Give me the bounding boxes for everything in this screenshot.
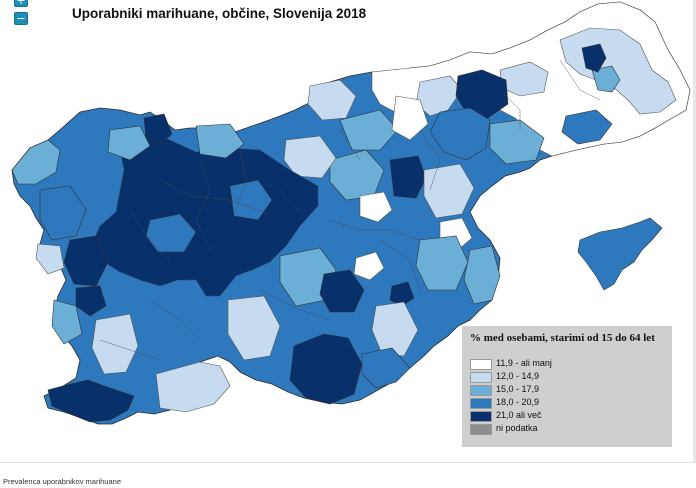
region-ormoz-mid: [561, 109, 613, 145]
region-north-light-2: [195, 123, 245, 159]
region-prekmurje-mid: [591, 65, 621, 93]
region-central-mid-2: [229, 179, 273, 221]
region-lasko-white: [359, 191, 393, 223]
region-celje-dark: [389, 155, 427, 199]
region-ne-light-4: [307, 79, 357, 121]
map-title: Uporabniki marihuane, občine, Slovenija …: [72, 6, 367, 21]
region-ne-white-6: [391, 95, 429, 141]
legend-title: % med osebami, starimi od 15 do 64 let: [470, 332, 655, 344]
scrollbar[interactable]: [693, 0, 696, 462]
legend-label: 18,0 - 20,9: [496, 397, 540, 407]
region-maribor-dark: [455, 69, 509, 119]
zoom-out-button[interactable]: −: [14, 12, 28, 25]
region-se-bottom-mid: [361, 347, 411, 389]
region-west-mid: [39, 185, 87, 241]
region-south-dark-1: [319, 269, 365, 313]
region-koper-dark: [47, 379, 135, 423]
legend-label: ni podatka: [496, 423, 538, 433]
zoom-in-button[interactable]: +: [14, 0, 28, 7]
region-celje-light: [423, 163, 475, 219]
slovenia-inset: [577, 217, 663, 291]
legend-swatch: [470, 359, 492, 370]
legend-swatch: [470, 372, 492, 383]
legend-swatch: [470, 411, 492, 422]
region-central-mid-1: [145, 213, 197, 253]
region-ptuj-mid: [429, 107, 491, 161]
legend-label: 21,0 ali več: [496, 410, 542, 420]
region-celje-light-2: [283, 135, 337, 179]
region-central-dark: [91, 131, 319, 297]
legend-swatch: [470, 424, 492, 435]
region-se-mid: [415, 235, 469, 291]
footer-bar: [0, 462, 696, 488]
region-north-light: [107, 125, 151, 161]
region-south-dark-2: [389, 281, 415, 307]
region-west-mid-2: [51, 299, 83, 345]
municipal-boundaries: [99, 59, 601, 361]
region-prekmurje-dark: [581, 43, 607, 73]
footer-caption: Prevalenca uporabnikov marihuane: [3, 477, 121, 486]
legend-swatch: [470, 385, 492, 396]
legend: % med osebami, starimi od 15 do 64 let 1…: [462, 326, 672, 447]
region-west-light: [11, 139, 61, 185]
legend-label: 15,0 - 17,9: [496, 384, 540, 394]
map-area[interactable]: + − Uporabniki marihuane, občine, Sloven…: [0, 0, 693, 462]
region-west-light-2: [35, 243, 65, 275]
region-se-light-2: [463, 245, 501, 305]
region-se-light: [371, 301, 419, 357]
legend-label: 12,0 - 14,9: [496, 371, 540, 381]
region-south-light: [227, 295, 281, 361]
region-west-dark-1: [63, 235, 109, 287]
region-sw-light-2: [155, 361, 231, 413]
legend-swatch: [470, 398, 492, 409]
legend-label: 11,9 - ali manj: [496, 358, 552, 368]
municipality-map[interactable]: [0, 0, 693, 462]
region-north-dark-tip: [143, 113, 173, 145]
region-sw-light: [91, 313, 139, 375]
region-west-dark-2: [75, 285, 107, 317]
region-kocevje-dark: [289, 333, 363, 405]
region-south-white: [353, 251, 385, 281]
